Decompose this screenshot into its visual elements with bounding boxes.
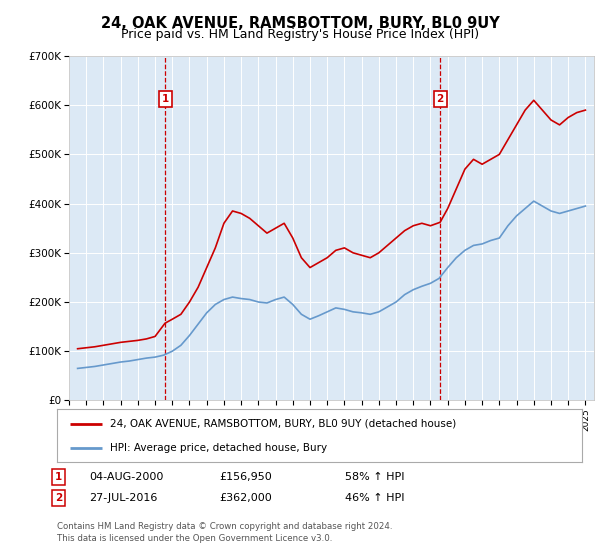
Text: 1: 1 bbox=[55, 472, 62, 482]
Text: 27-JUL-2016: 27-JUL-2016 bbox=[89, 493, 157, 503]
Text: £156,950: £156,950 bbox=[219, 472, 272, 482]
Text: 46% ↑ HPI: 46% ↑ HPI bbox=[345, 493, 404, 503]
Text: 04-AUG-2000: 04-AUG-2000 bbox=[89, 472, 163, 482]
Text: 2: 2 bbox=[55, 493, 62, 503]
Text: £362,000: £362,000 bbox=[219, 493, 272, 503]
Text: HPI: Average price, detached house, Bury: HPI: Average price, detached house, Bury bbox=[110, 443, 326, 453]
Text: 24, OAK AVENUE, RAMSBOTTOM, BURY, BL0 9UY: 24, OAK AVENUE, RAMSBOTTOM, BURY, BL0 9U… bbox=[101, 16, 499, 31]
Text: 24, OAK AVENUE, RAMSBOTTOM, BURY, BL0 9UY (detached house): 24, OAK AVENUE, RAMSBOTTOM, BURY, BL0 9U… bbox=[110, 419, 456, 429]
Text: Price paid vs. HM Land Registry's House Price Index (HPI): Price paid vs. HM Land Registry's House … bbox=[121, 28, 479, 41]
Text: 1: 1 bbox=[161, 94, 169, 104]
Text: Contains HM Land Registry data © Crown copyright and database right 2024.
This d: Contains HM Land Registry data © Crown c… bbox=[57, 522, 392, 543]
Text: 2: 2 bbox=[436, 94, 444, 104]
Text: 58% ↑ HPI: 58% ↑ HPI bbox=[345, 472, 404, 482]
